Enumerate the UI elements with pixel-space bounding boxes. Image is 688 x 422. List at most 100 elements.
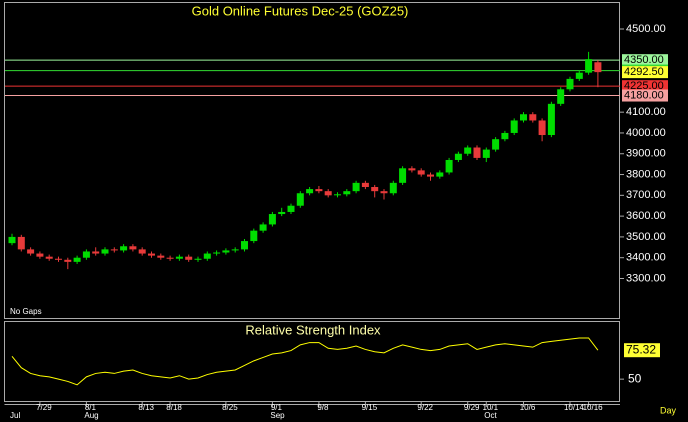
y-tick-label: 4500.00 (626, 23, 666, 35)
value-label: 75.32 (626, 342, 656, 356)
price-panel (4, 2, 620, 319)
candle-body (278, 211, 286, 215)
value-box (624, 343, 660, 358)
candle-body (575, 72, 583, 79)
candle-body (64, 259, 72, 262)
candle-body (417, 170, 425, 175)
candle-body (482, 149, 490, 158)
level-box (622, 66, 668, 79)
candle-body (566, 78, 574, 90)
x-tick-label: 8/1 (85, 403, 97, 412)
month-label: Aug (84, 411, 98, 420)
candle-body (36, 253, 44, 257)
level-box (622, 54, 668, 67)
candle-body (352, 182, 360, 192)
candle-body (473, 147, 481, 158)
candle-body (445, 159, 453, 173)
candle-body (380, 191, 388, 194)
candle-body (585, 59, 593, 73)
candle-body (101, 249, 109, 254)
candle-body (166, 257, 174, 259)
x-axis-label: Day (660, 405, 677, 415)
candle-body (361, 182, 369, 188)
candle-body (427, 174, 434, 177)
y-tick-label: 3900.00 (626, 148, 666, 160)
candle-body (492, 139, 500, 150)
candle-body (520, 114, 527, 121)
candle-body (129, 246, 137, 250)
candle-body (120, 246, 128, 251)
candle-body (241, 241, 248, 250)
candle-body (185, 256, 193, 260)
candle-body (389, 182, 397, 194)
x-tick-label: 10/6 (520, 403, 536, 412)
x-tick-label: 10/1 (483, 403, 499, 412)
candle-body (17, 236, 25, 250)
x-tick-label: 10/14 (564, 403, 585, 412)
candle-body (538, 120, 546, 136)
candle-body (250, 230, 258, 242)
level-box (622, 89, 668, 102)
x-tick-label: 8/18 (166, 403, 182, 412)
x-tick-label: 7/29 (36, 403, 52, 412)
candle-body (203, 253, 211, 259)
y-tick-label: 3800.00 (626, 168, 666, 180)
x-tick-label: 8/13 (138, 403, 154, 412)
chart-title: Gold Online Futures Dec-25 (GOZ25) (192, 3, 409, 18)
candle-body (157, 255, 165, 258)
candle-body (82, 251, 90, 258)
candle-body (436, 172, 444, 177)
level-label: 4350.00 (624, 54, 664, 66)
candle-body (510, 120, 518, 133)
candle-body (501, 132, 509, 140)
candle-body (408, 168, 416, 171)
candle-body (259, 224, 267, 231)
x-tick-label: 9/8 (317, 403, 329, 412)
level-box (622, 80, 668, 93)
y-tick-label: 50 (628, 371, 642, 385)
y-tick-label: 3400.00 (626, 252, 666, 264)
x-tick-label: 9/29 (464, 403, 480, 412)
candle-body (175, 256, 183, 259)
candle-body (55, 258, 62, 260)
candle-body (148, 253, 155, 256)
candle-body (45, 256, 53, 259)
month-label: Jul (10, 411, 20, 420)
x-tick-label: 8/25 (222, 403, 238, 412)
y-tick-label: 3700.00 (626, 189, 666, 201)
candle-body (557, 89, 565, 104)
x-tick-label: 9/1 (271, 403, 283, 412)
candle-body (73, 257, 81, 262)
y-tick-label: 3500.00 (626, 231, 666, 243)
candle-body (594, 62, 602, 73)
candle-body (334, 194, 341, 196)
level-label: 4180.00 (624, 89, 664, 101)
level-label: 4225.00 (624, 80, 664, 92)
y-tick-label: 4000.00 (626, 127, 666, 139)
candle-body (194, 258, 202, 260)
y-tick-label: 3300.00 (626, 272, 666, 284)
candle-body (287, 205, 295, 212)
candle-body (138, 249, 146, 254)
rsi-title: Relative Strength Index (245, 322, 381, 337)
candle-body (454, 153, 462, 160)
x-tick-label: 9/15 (362, 403, 378, 412)
level-label: 4292.50 (624, 66, 664, 78)
candle-body (306, 189, 314, 194)
candle-body (27, 249, 35, 254)
candle-body (8, 236, 16, 244)
candle-body (399, 168, 407, 183)
candle-body (213, 252, 221, 254)
candle-body (464, 147, 472, 154)
candle-body (547, 103, 555, 136)
x-tick-label: 10/16 (583, 403, 604, 412)
x-tick-label: 9/22 (417, 403, 433, 412)
candle-body (110, 249, 118, 251)
candle-body (324, 191, 332, 196)
candle-body (343, 191, 351, 195)
y-tick-label: 3600.00 (626, 210, 666, 222)
candle-body (231, 249, 239, 251)
